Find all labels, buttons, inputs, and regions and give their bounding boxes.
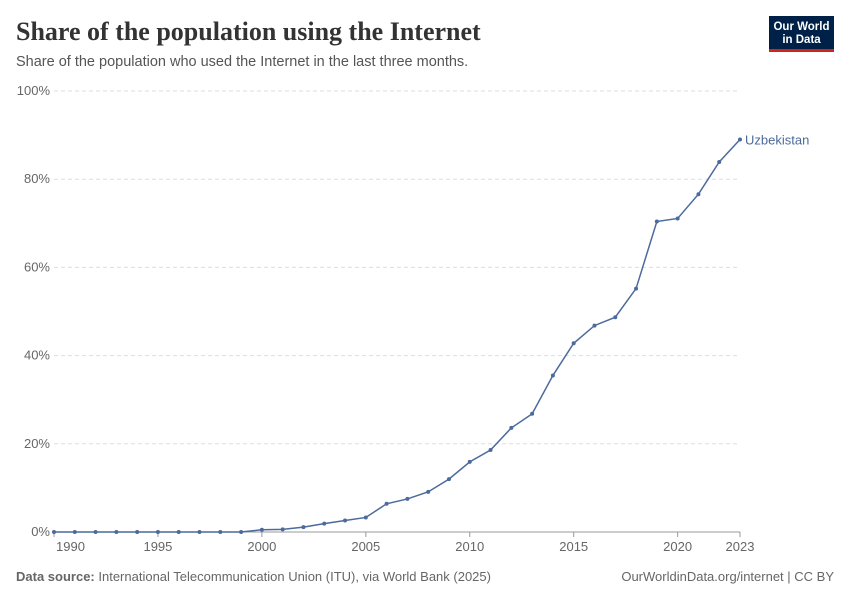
credit[interactable]: OurWorldinData.org/internet | CC BY (621, 569, 834, 584)
point (550, 373, 555, 378)
y-tick-label: 40% (24, 348, 50, 363)
y-tick-label: 60% (24, 259, 50, 274)
point (114, 530, 119, 534)
y-tick-label: 80% (24, 171, 50, 186)
point (509, 425, 514, 430)
series-line (54, 139, 741, 533)
chart-subtitle: Share of the population who used the Int… (16, 54, 468, 70)
point (696, 192, 701, 197)
y-tick-label: 100% (17, 83, 51, 98)
logo[interactable]: Our World in Data (769, 16, 834, 52)
point (363, 515, 368, 520)
point (613, 315, 618, 320)
point (738, 137, 742, 142)
point (218, 530, 223, 534)
point (52, 530, 56, 534)
point (426, 489, 431, 494)
chart-title: Share of the population using the Intern… (16, 17, 481, 46)
point (446, 477, 451, 482)
point (634, 286, 639, 291)
x-tick-label: 2005 (351, 539, 380, 554)
point (675, 216, 680, 221)
point (530, 411, 535, 416)
logo-box (769, 16, 834, 49)
point (176, 530, 181, 534)
point (592, 323, 597, 328)
point (301, 525, 306, 530)
series-label: Uzbekistan (745, 133, 809, 148)
x-tick-label: 2023 (726, 539, 755, 554)
logo-text: Our World (773, 21, 829, 33)
y-tick-label: 20% (24, 436, 50, 451)
source: Data source: International Telecommunica… (16, 569, 491, 584)
point (197, 530, 202, 534)
logo-text: in Data (782, 34, 821, 46)
point (280, 527, 285, 532)
point (155, 530, 160, 534)
point (488, 447, 493, 452)
point (239, 530, 244, 534)
x-tick-label: 2000 (247, 539, 276, 554)
x-tick-label: 1995 (143, 539, 172, 554)
point (405, 496, 410, 501)
x-tick-label: 2020 (663, 539, 692, 554)
x-tick-label: 1990 (56, 539, 85, 554)
point (343, 518, 348, 523)
source-label: Data source: (16, 569, 95, 584)
logo-stripe (769, 49, 834, 52)
point (93, 530, 98, 534)
point (654, 219, 659, 224)
point (717, 160, 722, 165)
point (384, 501, 389, 506)
point (135, 530, 140, 534)
point (259, 527, 264, 532)
source-text: International Telecommunication Union (I… (98, 569, 491, 584)
y-tick-label: 0% (31, 524, 50, 539)
x-tick-label: 2015 (559, 539, 588, 554)
point (467, 459, 472, 464)
x-tick-label: 2010 (455, 539, 484, 554)
point (72, 530, 77, 534)
point (571, 341, 576, 346)
point (322, 521, 327, 526)
